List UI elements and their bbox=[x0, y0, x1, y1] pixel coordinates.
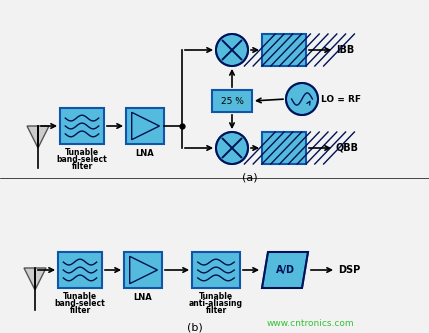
Text: band-select: band-select bbox=[54, 299, 106, 308]
Text: LO = RF: LO = RF bbox=[321, 95, 361, 104]
Bar bbox=[212, 90, 252, 112]
Polygon shape bbox=[27, 126, 49, 148]
Text: Tunable: Tunable bbox=[199, 292, 233, 301]
Text: IBB: IBB bbox=[336, 45, 354, 55]
Polygon shape bbox=[24, 268, 46, 290]
Text: 25 %: 25 % bbox=[221, 97, 243, 106]
Polygon shape bbox=[130, 256, 157, 284]
Bar bbox=[262, 34, 306, 66]
Text: (a): (a) bbox=[242, 172, 258, 182]
Bar bbox=[192, 252, 240, 288]
Text: DSP: DSP bbox=[338, 265, 360, 275]
Text: A/D: A/D bbox=[275, 265, 294, 275]
Circle shape bbox=[216, 34, 248, 66]
Text: LNA: LNA bbox=[136, 149, 154, 158]
Bar bbox=[124, 252, 162, 288]
Bar bbox=[58, 252, 102, 288]
Text: Tunable: Tunable bbox=[65, 148, 99, 157]
Bar bbox=[126, 108, 164, 144]
Polygon shape bbox=[262, 252, 308, 288]
Circle shape bbox=[286, 83, 318, 115]
Bar bbox=[60, 108, 104, 144]
Polygon shape bbox=[132, 112, 160, 140]
Text: (b): (b) bbox=[187, 322, 203, 332]
Text: anti-aliasing: anti-aliasing bbox=[189, 299, 243, 308]
Text: QBB: QBB bbox=[336, 143, 359, 153]
Text: filter: filter bbox=[71, 162, 93, 171]
Text: filter: filter bbox=[69, 306, 91, 315]
Text: band-select: band-select bbox=[57, 155, 107, 164]
Text: Tunable: Tunable bbox=[63, 292, 97, 301]
Text: filter: filter bbox=[205, 306, 227, 315]
Text: www.cntronics.com: www.cntronics.com bbox=[266, 319, 354, 328]
Circle shape bbox=[216, 132, 248, 164]
Bar bbox=[262, 132, 306, 164]
Text: LNA: LNA bbox=[133, 293, 152, 302]
